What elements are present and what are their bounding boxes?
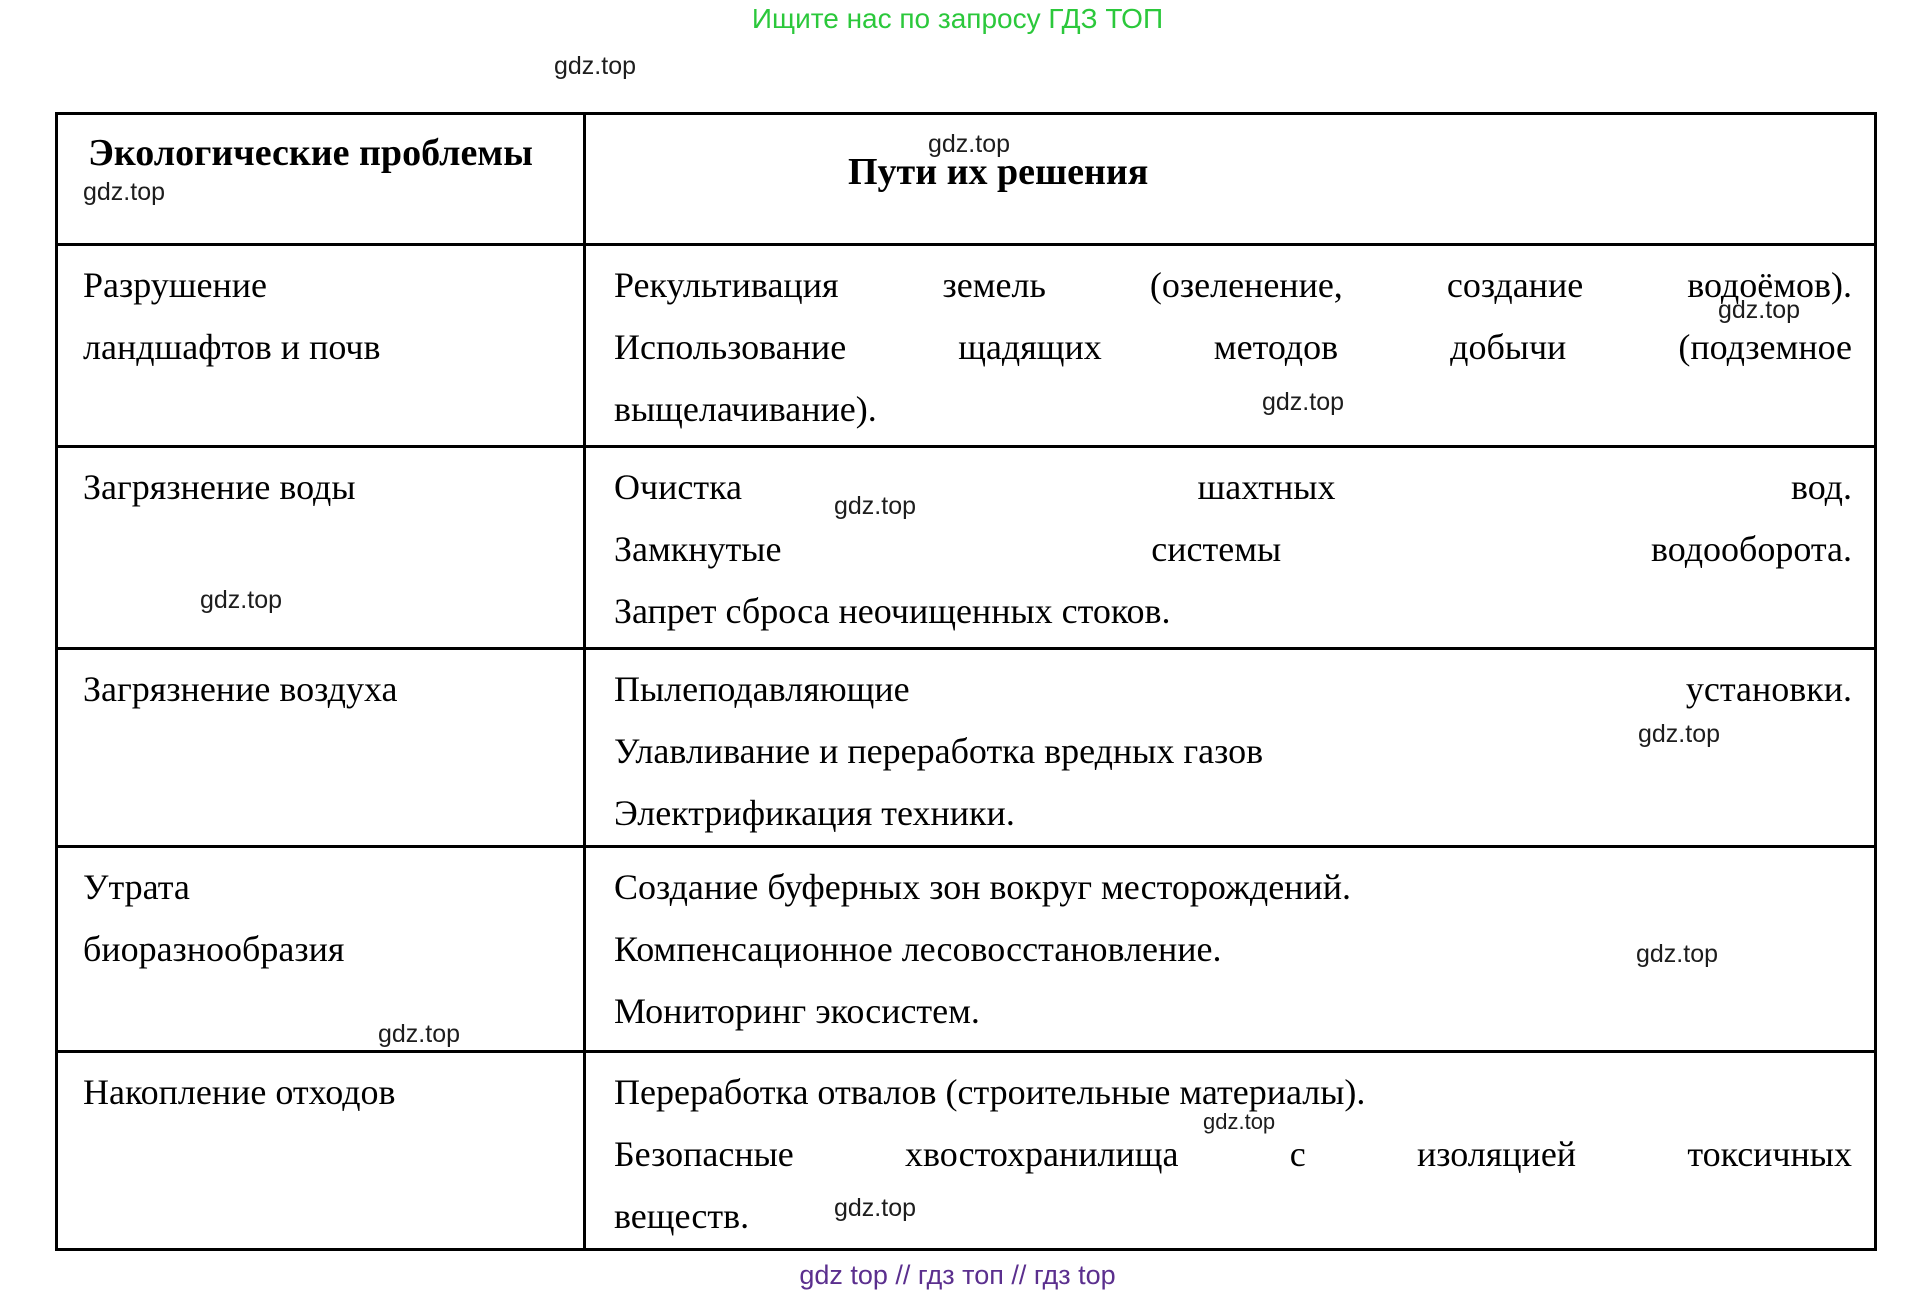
header-cell-solutions: Пути их решения (583, 112, 1877, 246)
solution-line: Переработка отвалов (строительные матери… (614, 1072, 1366, 1112)
gdz-watermark: gdz.top (378, 1020, 461, 1048)
solution-line: Использование щадящих методов добычи (по… (614, 327, 1852, 367)
cell-problem: Утрата биоразнообразия (55, 845, 586, 1053)
solution-line: Очистка шахтных вод. (614, 467, 1852, 507)
table-row: Утрата биоразнообразия Создание буферных… (55, 845, 1877, 1053)
cell-problem: Разрушение ландшафтов и почв (55, 243, 586, 448)
table-row: Разрушение ландшафтов и почв Рекультивац… (55, 243, 1877, 448)
gdz-watermark: gdz.top (1718, 296, 1801, 324)
gdz-watermark: gdz.top (83, 178, 166, 206)
problem-text: Загрязнение воды (83, 467, 356, 507)
gdz-watermark: gdz.top (1636, 940, 1719, 968)
column-title-problems: Экологические проблемы (88, 132, 533, 174)
solution-line: выщелачивание). (614, 389, 877, 429)
column-title-solutions: Пути их решения (848, 151, 1149, 193)
gdz-watermark: gdz.top (834, 492, 917, 520)
solution-line: Запрет сброса неочищенных стоков. (614, 591, 1171, 631)
table-header-row: Экологические проблемы Пути их решения (55, 112, 1877, 246)
cell-solutions: Переработка отвалов (строительные матери… (583, 1050, 1877, 1251)
cell-solutions: Очистка шахтных вод. Замкнутые системы в… (583, 445, 1877, 650)
header-cell-problems: Экологические проблемы (55, 112, 586, 246)
gdz-watermark: gdz.top (834, 1194, 917, 1222)
gdz-watermark: gdz.top (200, 586, 283, 614)
problem-text: Утрата биоразнообразия (83, 867, 345, 969)
solution-line: Мониторинг экосистем. (614, 991, 980, 1031)
table-row: Загрязнение воздуха Пылеподавляющие уста… (55, 647, 1877, 848)
eco-problems-table: Экологические проблемы Пути их решения Р… (55, 112, 1877, 1251)
problem-text: Загрязнение воздуха (83, 669, 398, 709)
cell-solutions: Пылеподавляющие установки. Улавливание и… (583, 647, 1877, 848)
table-row: Загрязнение воды Очистка шахтных вод. За… (55, 445, 1877, 650)
cell-problem: Загрязнение воздуха (55, 647, 586, 848)
solution-line: Компенсационное лесовосстановление. (614, 929, 1222, 969)
solution-line: веществ. (614, 1196, 750, 1236)
cell-problem: Накопление отходов (55, 1050, 586, 1251)
cell-solutions: Создание буферных зон вокруг месторожден… (583, 845, 1877, 1053)
gdz-watermark: gdz.top (1638, 720, 1721, 748)
problem-text: Разрушение ландшафтов и почв (83, 265, 381, 367)
solution-line: Замкнутые системы водооборота. (614, 529, 1852, 569)
solution-line: Пылеподавляющие установки. (614, 669, 1852, 709)
gdz-watermark: gdz.top (928, 130, 1011, 158)
footer-links: gdz top // гдз топ // гдз top (799, 1260, 1116, 1290)
cell-problem: Загрязнение воды (55, 445, 586, 650)
gdz-watermark: gdz.top (1262, 388, 1345, 416)
solution-line: Создание буферных зон вокруг месторожден… (614, 867, 1351, 907)
cell-solutions: Рекультивация земель (озеленение, создан… (583, 243, 1877, 448)
gdz-watermark: gdz.top (554, 52, 637, 80)
solution-line: Рекультивация земель (озеленение, создан… (614, 265, 1852, 305)
promo-banner: Ищите нас по запросу ГДЗ ТОП (751, 3, 1164, 34)
solution-line: Электрификация техники. (614, 793, 1015, 833)
problem-text: Накопление отходов (83, 1072, 396, 1112)
table-row: Накопление отходов Переработка отвалов (… (55, 1050, 1877, 1251)
solution-line: Улавливание и переработка вредных газов (614, 731, 1264, 771)
solution-line: Безопасные хвостохранилища с изоляцией т… (614, 1134, 1852, 1174)
gdz-watermark: gdz.top (1203, 1109, 1276, 1134)
